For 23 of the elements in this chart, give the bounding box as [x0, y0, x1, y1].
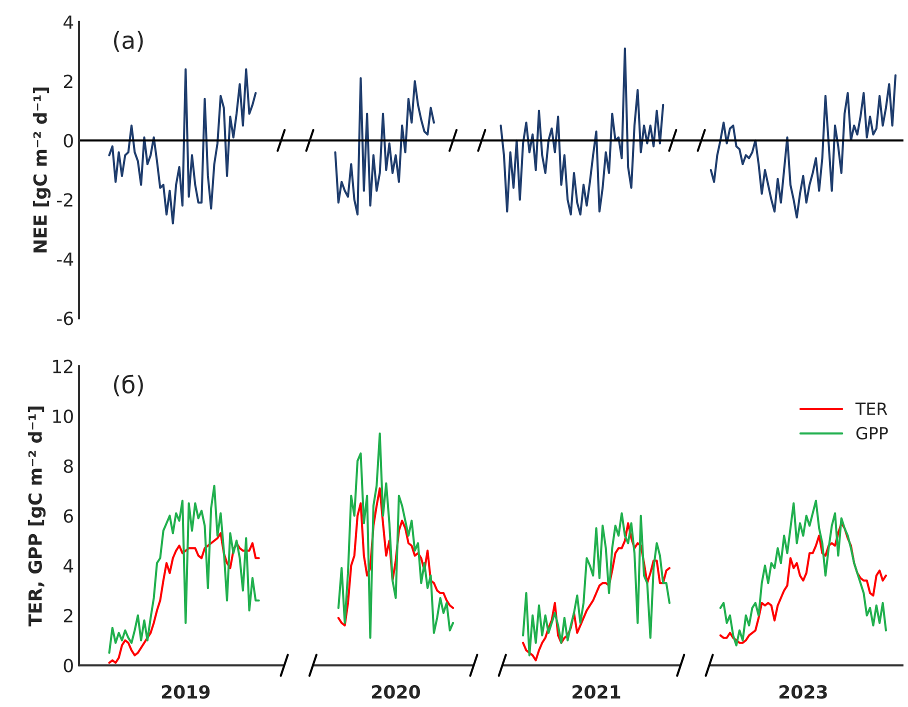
x-tick-label: 2021 — [572, 685, 620, 699]
y-tick-label: 12 — [53, 360, 72, 374]
x-tick-label: 2020 — [372, 685, 420, 699]
y-tick-label: 10 — [53, 410, 73, 424]
y-tick-label: 6 — [64, 509, 73, 523]
y-tick-label: -4 — [57, 252, 74, 266]
annotation: (б) — [114, 374, 143, 396]
y-tick-label: 0 — [64, 134, 73, 148]
y-tick-label: 4 — [64, 559, 74, 572]
y-tick-label: 8 — [64, 459, 73, 474]
y-tick-label: 2 — [64, 74, 72, 88]
y-tick-label: 4 — [64, 16, 74, 29]
legend-label: GPP — [856, 426, 888, 440]
legend-label: TER — [855, 402, 888, 415]
x-tick-label: 2023 — [779, 685, 827, 699]
y-axis-title: NEE [gC m⁻² d⁻¹] — [32, 88, 51, 252]
y-tick-label: -2 — [57, 193, 72, 207]
y-tick-label: 2 — [64, 608, 72, 622]
y-tick-label: 0 — [64, 658, 73, 672]
y-tick-label: -6 — [57, 312, 73, 326]
x-tick-label: 2019 — [162, 685, 210, 699]
annotation: (a) — [114, 30, 143, 52]
y-axis-title: TER, GPP [gC m⁻² d⁻¹] — [28, 406, 46, 626]
